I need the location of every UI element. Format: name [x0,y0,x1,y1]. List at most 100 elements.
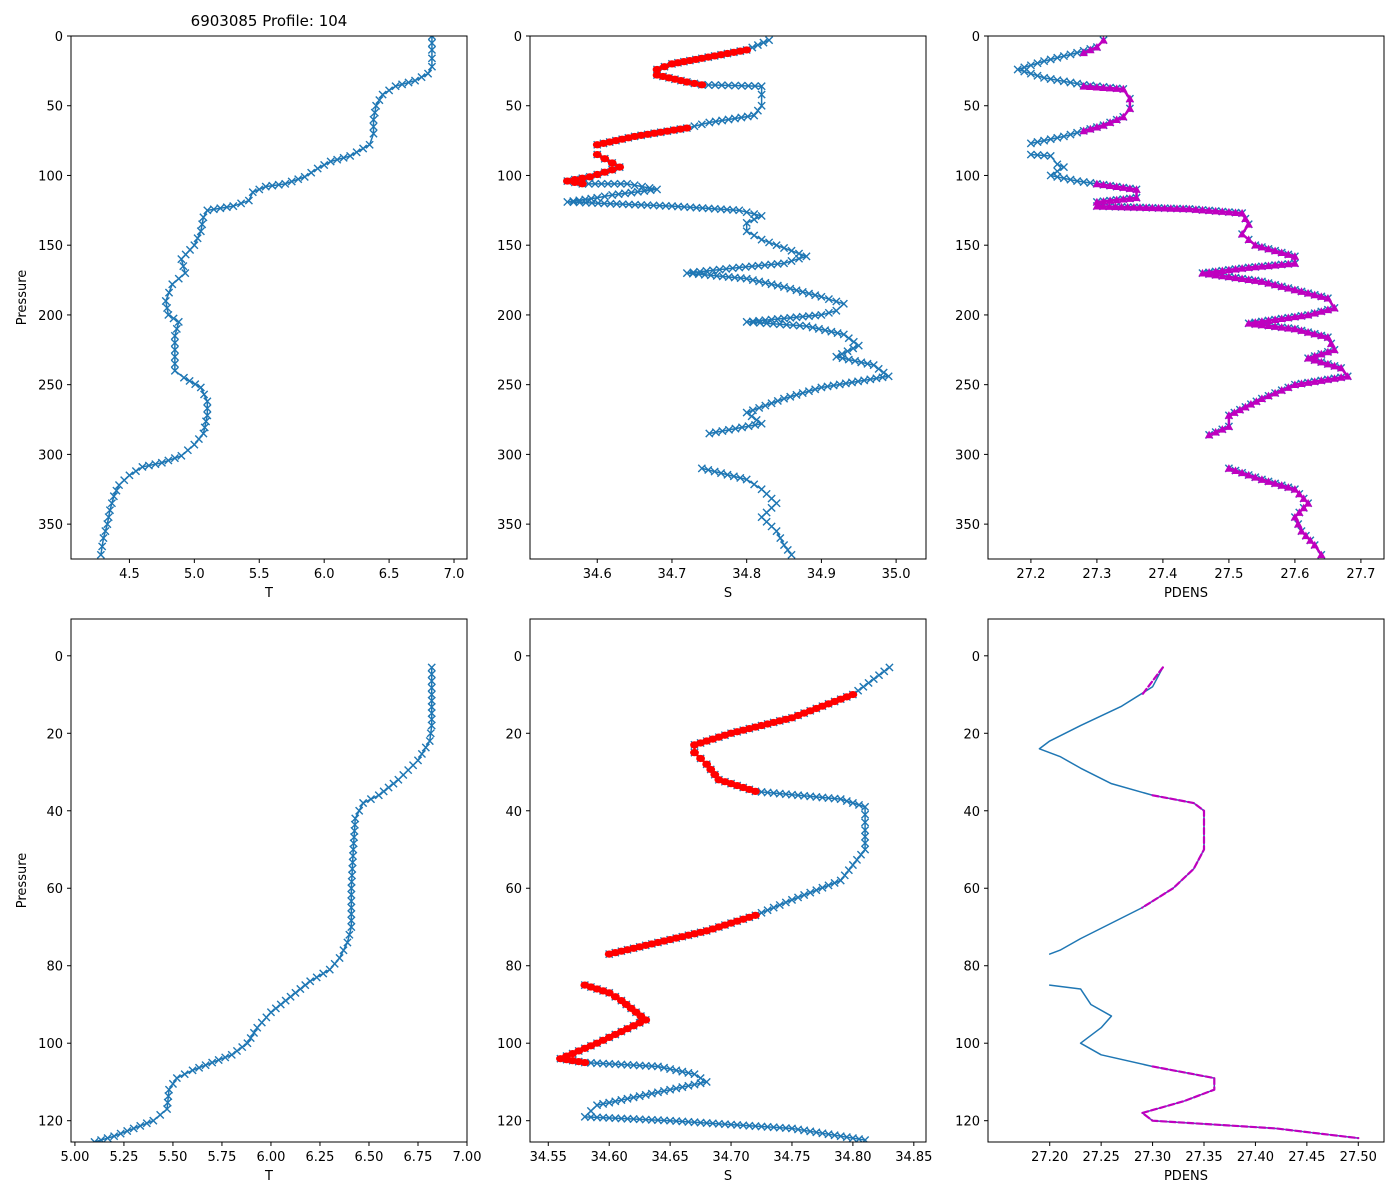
data-point [863,359,872,368]
data-point [98,542,107,551]
y-tick-label: 60 [505,882,522,897]
data-point [783,545,792,555]
data-point [779,394,789,403]
flagged-point [1166,204,1176,212]
x-tick-label: 34.55 [530,1150,567,1165]
flagged-point [1218,425,1227,433]
flagged-point [1297,287,1306,295]
flagged-point [1111,202,1120,211]
data-point [737,423,747,432]
data-point [325,965,334,974]
flagged-point [1257,262,1267,270]
y-tick-label: 40 [963,805,980,820]
data-point [802,252,811,261]
data-point [798,287,807,297]
data-point [196,383,205,392]
chart-bottom-salinity: 34.55 34.60 34.65 34.70 34.75 34.80 34.85 0 20 40… [497,618,932,1184]
flagged-point [1257,277,1267,285]
data-point [752,415,761,425]
data-point [744,422,753,431]
flagged-point [1303,378,1313,386]
data-point [678,1067,687,1076]
data-point [366,795,376,804]
data-point [605,1098,614,1107]
data-point [724,81,733,90]
data-point [659,1063,669,1072]
data-point [179,262,188,271]
data-point [261,182,270,191]
data-point [744,81,753,90]
data-point [243,1039,252,1048]
data-point [869,361,878,370]
data-point [792,390,801,399]
flagged-point [1257,394,1267,402]
data-point [811,291,820,300]
x-tick-label: 27.30 [1134,1150,1171,1165]
data-point [1040,73,1049,82]
flagged-point [1277,260,1286,268]
data-point [830,878,839,888]
x-axis-label: S [724,1169,732,1184]
y-tick-label: 80 [505,960,522,975]
y-tick-label: 60 [46,882,63,897]
flagged-point [1224,411,1234,419]
flagged-point [1244,470,1253,479]
data-point [584,179,593,188]
data-point [716,469,726,478]
flagged-point [600,168,610,176]
data-point [767,260,776,269]
data-point [99,533,108,543]
flagged-point [656,128,666,136]
data-point [149,1116,158,1125]
flagged-point [1125,104,1135,112]
data-point [860,838,870,848]
data-point [343,938,352,947]
data-point [349,839,358,848]
data-point [832,297,841,306]
data-point [591,179,600,188]
data-point [294,175,303,184]
flagged-point [1231,466,1240,474]
data-point [787,246,796,255]
data-point [614,190,623,199]
flagged-point [1237,264,1247,272]
data-point [736,473,745,483]
data-point [755,403,764,413]
data-point [684,1068,693,1078]
data-point [759,38,768,47]
data-point [320,160,329,170]
data-point [832,352,841,361]
data-point [844,334,853,343]
data-point [708,266,718,275]
data-point [110,1132,119,1141]
flagged-point [1294,519,1303,528]
flagged-point [1327,339,1336,347]
flagged-point [1112,115,1121,124]
flagged-series-line [1141,1065,1360,1140]
data-point [90,1137,99,1142]
flagged-point [1218,266,1227,275]
data-point [723,470,732,479]
data-point [421,743,430,752]
flagged-point [1105,202,1114,210]
flagged-point [1198,268,1207,277]
data-point [345,930,354,939]
flagged-point [1323,293,1333,302]
data-point [832,306,841,315]
data-point [347,871,357,880]
data-point [747,412,756,421]
y-tick-label: 300 [497,448,522,463]
data-point [351,814,360,823]
flagged-point [1323,359,1333,368]
flagged-point [1224,422,1234,430]
flagged-point [1290,252,1300,260]
flagged-point [1237,274,1247,283]
y-tick-label: 250 [497,379,522,394]
data-point [645,183,654,193]
x-tick-label: 27.40 [1237,1150,1274,1165]
data-point [750,480,759,489]
flagged-point [1092,122,1102,131]
flagged-point [1092,179,1102,188]
data-point [427,721,436,730]
flagged-point [1211,270,1220,279]
